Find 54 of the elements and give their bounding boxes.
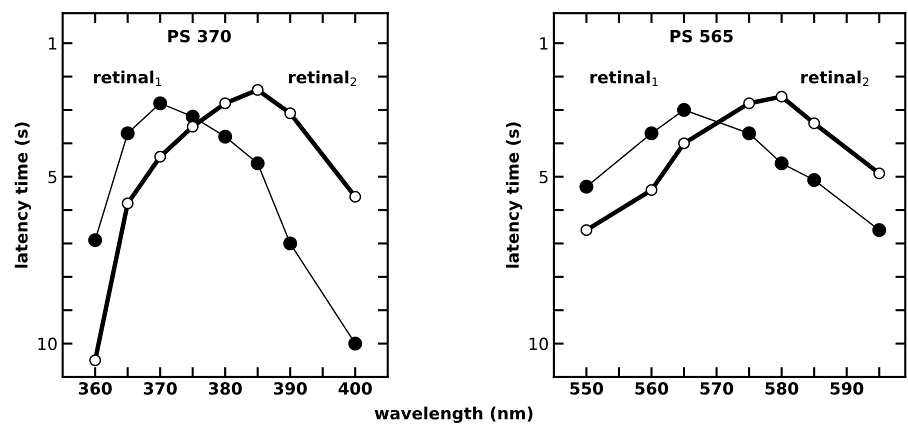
point: [348, 336, 362, 351]
y-tick-label: 5: [48, 170, 56, 184]
y-axis-title: latency time (s): [506, 122, 522, 268]
legend-label: retinal$_{2}$: [289, 70, 356, 86]
x-tick-label: 400: [338, 382, 372, 395]
x-tick-label: 560: [635, 382, 668, 395]
x-tick-label: 380: [208, 382, 242, 395]
y-tick-label: 1: [49, 37, 56, 50]
point: [807, 173, 822, 187]
point: [122, 198, 134, 210]
point: [120, 126, 135, 140]
point: [283, 236, 298, 250]
point: [579, 180, 594, 194]
point: [580, 224, 592, 236]
point: [218, 130, 232, 144]
point: [646, 184, 658, 196]
point: [774, 156, 789, 170]
point: [250, 156, 265, 170]
text: PS 565: [670, 30, 733, 42]
point: [808, 117, 820, 130]
point: [776, 90, 788, 103]
point: [219, 97, 232, 110]
y-tick-label: 10: [38, 338, 57, 350]
point: [872, 223, 886, 238]
x-tick-label: 590: [830, 382, 864, 395]
x-tick-label: 370: [144, 382, 177, 395]
point: [252, 84, 264, 96]
text: PS 370: [168, 30, 231, 42]
point: [349, 190, 362, 203]
point: [153, 96, 168, 110]
point: [88, 233, 102, 248]
y-tick-label: 10: [530, 338, 548, 350]
x-tick-label: 570: [700, 382, 734, 395]
series-label: retinal$_{1}$: [94, 70, 162, 86]
point: [154, 150, 166, 163]
point: [186, 120, 199, 133]
point: [678, 137, 690, 150]
point: [644, 126, 658, 140]
y-tick-label: 5: [540, 170, 548, 184]
series-label: retinal$_{1}$: [590, 70, 658, 86]
point: [743, 97, 756, 110]
point: [284, 107, 296, 120]
point: [89, 354, 102, 366]
point: [677, 103, 691, 117]
legend-label: retinal$_{2}$: [801, 70, 868, 86]
y-tick-label: 1: [540, 37, 548, 50]
point: [742, 126, 756, 140]
point: [873, 167, 886, 180]
x-tick-label: 390: [274, 382, 307, 395]
x-axis-title: wavelength (nm): [374, 406, 532, 423]
x-tick-label: 360: [78, 382, 112, 395]
x-tick-label: 580: [766, 382, 798, 395]
x-tick-label: 550: [570, 382, 604, 395]
y-axis-title: latency time (s): [14, 122, 32, 268]
